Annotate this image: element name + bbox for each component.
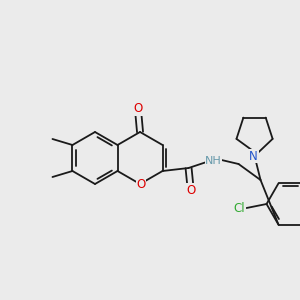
- Text: Cl: Cl: [234, 202, 245, 215]
- Text: O: O: [186, 184, 195, 196]
- Text: O: O: [134, 103, 143, 116]
- Text: NH: NH: [205, 156, 222, 166]
- Text: N: N: [249, 149, 258, 163]
- Text: O: O: [136, 178, 146, 190]
